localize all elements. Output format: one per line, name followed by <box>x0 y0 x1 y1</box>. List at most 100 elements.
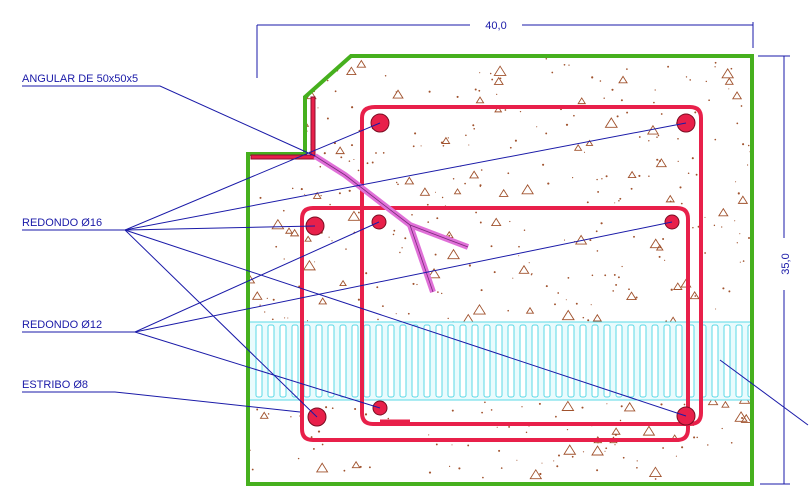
stirrup-stripe <box>387 324 395 398</box>
stirrup-inner <box>300 206 690 442</box>
aggregate-dot <box>653 101 655 104</box>
stirrup-stripe <box>363 324 371 398</box>
aggregate-dot <box>250 113 252 115</box>
aggregate-triangle <box>339 279 347 287</box>
aggregate-dot <box>475 211 477 214</box>
aggregate-triangle <box>404 176 415 185</box>
aggregate-dot <box>667 65 670 68</box>
aggregate-dot <box>523 229 526 231</box>
aggregate-dot <box>436 217 439 220</box>
aggregate-dot <box>496 93 498 95</box>
aggregate-dot <box>597 442 599 444</box>
aggregate-dot <box>739 233 741 235</box>
aggregate-dot <box>547 182 550 185</box>
aggregate-dot <box>565 299 567 301</box>
aggregate-dot <box>521 406 523 408</box>
aggregate-dot <box>696 436 698 439</box>
aggregate-dot <box>480 169 483 171</box>
aggregate-dot <box>626 68 628 70</box>
aggregate-dot <box>662 238 665 240</box>
leader-lines <box>22 85 809 426</box>
aggregate-triangle <box>721 400 730 408</box>
aggregate-dot <box>310 436 313 439</box>
aggregate-dot <box>525 431 528 434</box>
stirrup-stripe <box>435 324 443 398</box>
aggregate-dot <box>451 409 454 412</box>
aggregate-dot <box>428 90 431 93</box>
aggregate-dot <box>693 436 696 439</box>
aggregate-dot <box>479 72 481 74</box>
aggregate-dot <box>704 252 706 254</box>
aggregate-dot <box>351 106 354 109</box>
aggregate-dot <box>496 426 498 428</box>
aggregate-dot <box>677 137 679 140</box>
aggregate-dot <box>411 213 413 216</box>
aggregate-dot <box>376 286 379 289</box>
stirrup-stripe <box>627 324 635 398</box>
aggregate-triangle <box>315 462 329 473</box>
aggregate-triangle <box>286 100 295 107</box>
aggregate-dot <box>691 157 694 160</box>
aggregate-dot <box>591 274 594 277</box>
aggregate-dot <box>441 292 443 295</box>
aggregate-triangle <box>447 248 460 260</box>
aggregate-dot <box>514 139 517 142</box>
aggregate-dot <box>472 124 475 127</box>
aggregate-dot <box>404 237 407 240</box>
aggregate-dot <box>648 175 650 178</box>
aggregate-dot <box>351 144 353 147</box>
aggregate-dot <box>563 239 566 241</box>
aggregate-dot <box>735 181 737 183</box>
aggregate-dot <box>265 130 268 133</box>
aggregate-dot <box>683 403 686 406</box>
stirrup-stripe <box>375 324 383 398</box>
aggregate-dot <box>656 136 658 138</box>
aggregate-dot <box>545 132 548 135</box>
aggregate-dot <box>604 274 607 277</box>
aggregate-dot <box>283 258 285 260</box>
aggregate-dot <box>468 144 470 146</box>
aggregate-triangle <box>335 146 345 155</box>
aggregate-triangle <box>289 228 300 237</box>
aggregate-dot <box>271 318 274 321</box>
stirrup-stripe <box>591 324 599 398</box>
aggregate-dot <box>728 290 731 293</box>
aggregate-dot <box>596 178 598 181</box>
aggregate-dot <box>304 193 306 195</box>
aggregate-dot <box>620 405 623 408</box>
stirrup-stripe <box>339 324 347 398</box>
aggregate-dot <box>575 302 578 305</box>
aggregate-triangle <box>462 313 474 323</box>
aggregate-triangle <box>518 264 530 274</box>
aggregate-dot <box>512 277 514 279</box>
aggregate-dot <box>648 140 650 142</box>
aggregate-dot <box>599 80 602 82</box>
stirrup-band-hatch <box>248 321 752 401</box>
aggregate-dot <box>267 413 270 415</box>
aggregate-dot <box>482 476 484 479</box>
stirrup-stripe <box>471 324 479 398</box>
aggregate-dot <box>714 61 717 64</box>
stirrup-stripe <box>495 324 503 398</box>
aggregate-dot <box>479 185 481 188</box>
aggregate-dot <box>329 203 331 206</box>
aggregate-dot <box>326 79 329 82</box>
aggregate-dot <box>312 447 315 450</box>
aggregate-dot <box>741 416 744 420</box>
aggregate-dot <box>365 272 368 275</box>
aggregate-dot <box>681 446 684 449</box>
aggregate-triangle <box>312 191 322 199</box>
aggregate-dot <box>582 316 585 319</box>
aggregate-dot <box>571 455 574 458</box>
aggregate-dot <box>442 144 445 147</box>
aggregate-triangle <box>306 73 320 84</box>
aggregate-dot <box>708 99 710 102</box>
aggregate-dot <box>567 276 570 279</box>
aggregate-dot <box>382 152 385 154</box>
aggregate-dot <box>412 282 415 285</box>
aggregate-dot <box>551 71 554 74</box>
aggregate-dot <box>619 419 622 422</box>
aggregate-dot <box>416 283 418 286</box>
aggregate-dot <box>730 441 733 444</box>
stirrup-stripe <box>663 324 671 398</box>
